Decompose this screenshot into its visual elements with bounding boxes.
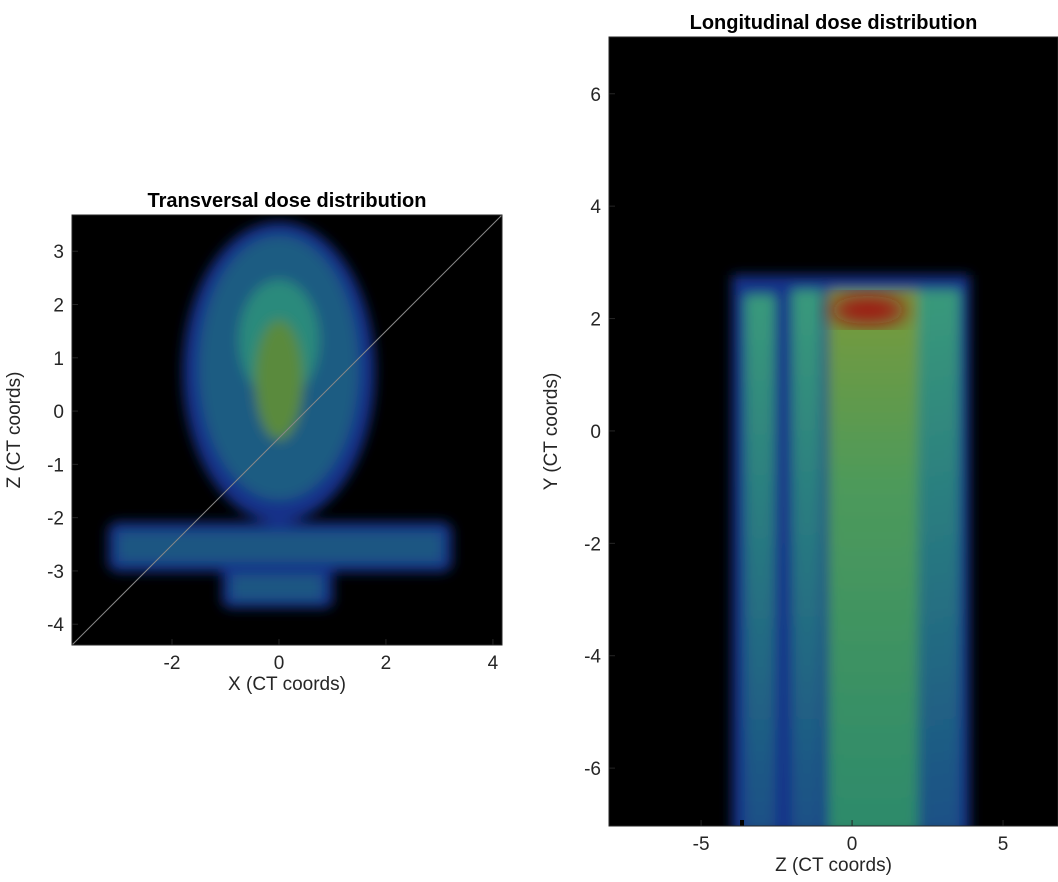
y-tick-label: 0 — [53, 402, 64, 423]
axes-box — [608, 36, 1058, 827]
x-axis-label: Z (CT coords) — [775, 855, 892, 876]
y-tick-label: -2 — [47, 509, 64, 530]
y-tick-label: 2 — [53, 296, 64, 317]
y-tick-label: 1 — [53, 349, 64, 370]
image-left — [72, 215, 502, 645]
x-tick-label: 4 — [488, 653, 499, 674]
x-tick-label: 2 — [381, 653, 392, 674]
y-tick-label: -4 — [47, 615, 64, 636]
image-right — [609, 37, 1058, 826]
x-tick-label: 0 — [274, 653, 285, 674]
y-tick-label: 6 — [590, 85, 601, 106]
y-axis-label: Z (CT coords) — [4, 372, 25, 489]
y-tick-label: -2 — [584, 534, 601, 555]
chart-title: Longitudinal dose distribution — [690, 12, 978, 34]
x-tick-label: 0 — [847, 834, 858, 855]
x-axis-label: X (CT coords) — [228, 674, 346, 695]
y-tick-label: -1 — [47, 455, 64, 476]
y-tick-label: 0 — [590, 422, 601, 443]
x-tick-label: -5 — [693, 834, 710, 855]
y-tick-label: -3 — [47, 562, 64, 583]
y-axis-label: Y (CT coords) — [541, 373, 562, 491]
chart-title: Transversal dose distribution — [148, 190, 427, 212]
x-tick-label: -2 — [164, 653, 181, 674]
axes-box — [71, 214, 503, 646]
y-tick-label: 3 — [53, 242, 64, 263]
y-tick-label: 4 — [590, 197, 601, 218]
x-tick-label: 5 — [998, 834, 1009, 855]
y-tick-label: -6 — [584, 759, 601, 780]
y-tick-label: 2 — [590, 310, 601, 331]
y-tick-label: -4 — [584, 647, 601, 668]
